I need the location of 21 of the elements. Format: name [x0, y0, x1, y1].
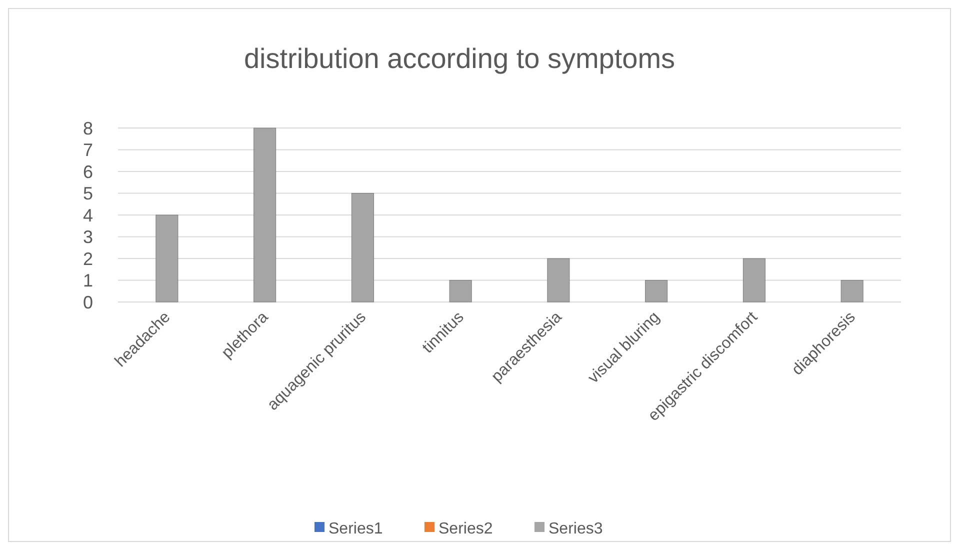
bar — [742, 258, 766, 302]
y-tick-label: 0 — [82, 292, 93, 312]
y-tick-label: 8 — [82, 118, 93, 138]
bar — [156, 214, 178, 302]
y-tick-label: 1 — [82, 270, 93, 291]
bar — [449, 280, 472, 302]
bar — [645, 280, 668, 302]
bar — [547, 258, 570, 302]
bar — [254, 128, 276, 302]
legend-label: Series3 — [548, 520, 603, 538]
y-tick-label: 5 — [82, 184, 93, 204]
y-tick-label: 4 — [82, 205, 93, 226]
legend-label: Series1 — [328, 520, 383, 538]
bar — [351, 193, 374, 302]
legend-label: Series2 — [438, 520, 493, 538]
y-tick-label: 2 — [82, 248, 93, 269]
y-tick-label: 7 — [82, 140, 93, 160]
y-tick-label: 6 — [82, 162, 93, 182]
bar — [840, 280, 864, 302]
y-tick-label: 3 — [82, 227, 93, 248]
chart-title: distribution according to symptoms — [244, 43, 676, 74]
